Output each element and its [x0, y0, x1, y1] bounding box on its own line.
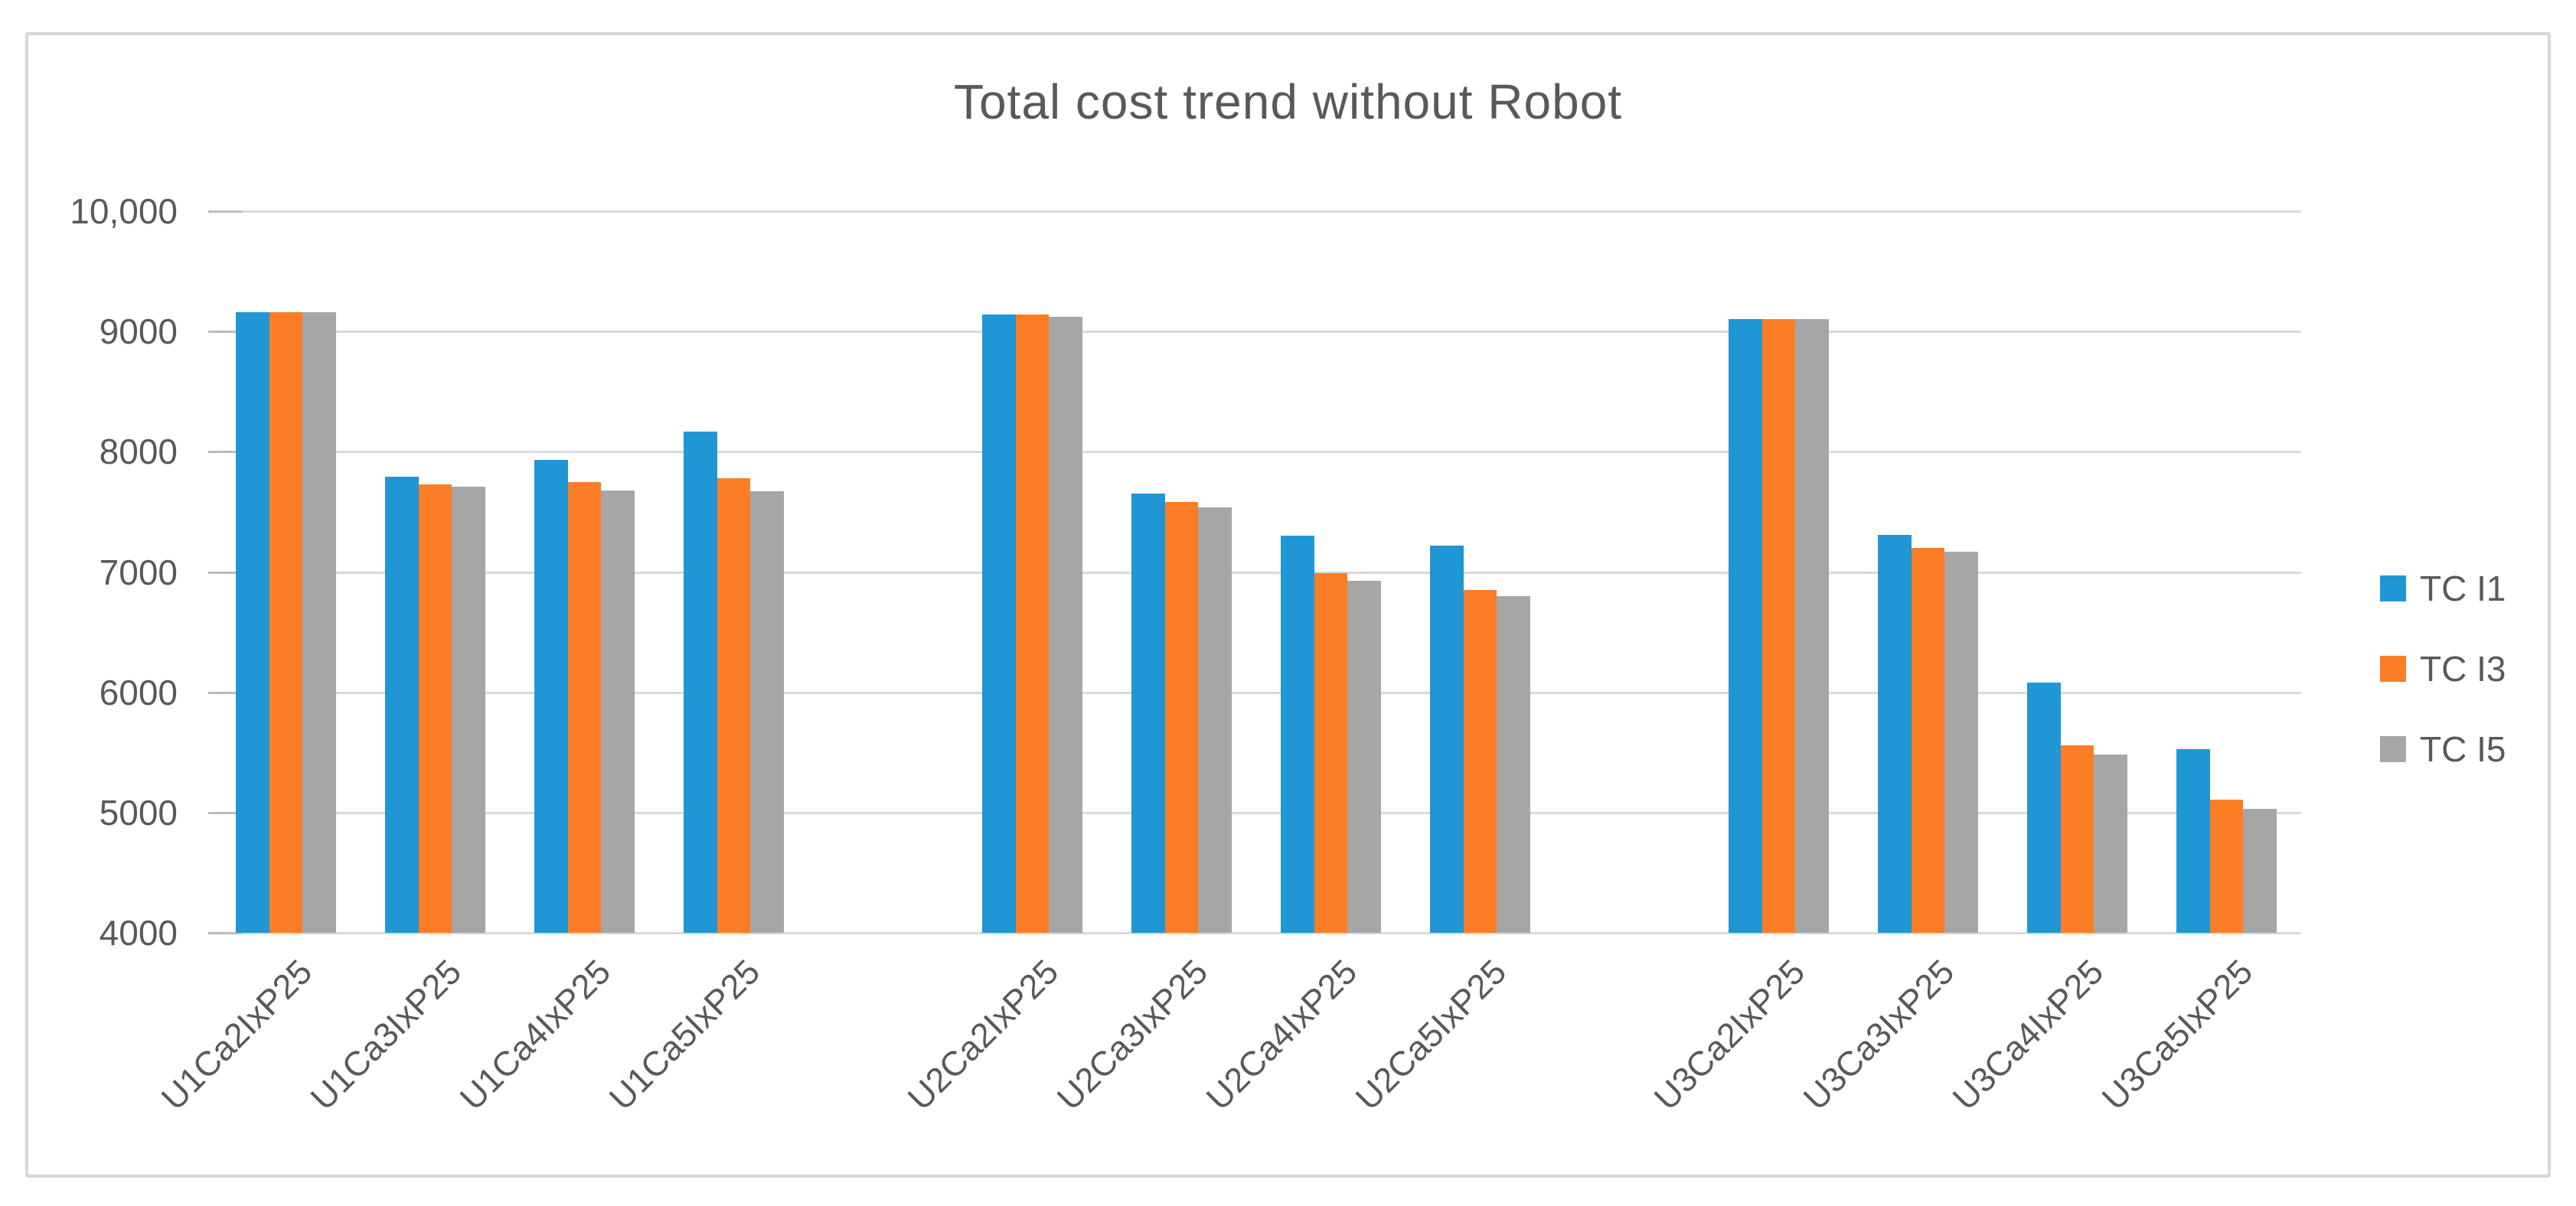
x-axis-label-U1Ca2IxP25: U1Ca2IxP25 — [154, 952, 320, 1118]
legend-swatch-tc-i3-icon — [2380, 656, 2406, 682]
bar-tc-i5-U1Ca4IxP25 — [601, 490, 635, 933]
y-axis-tick-7000 — [208, 571, 242, 574]
bar-tc-i1-U2Ca2IxP25 — [982, 315, 1016, 933]
bar-tc-i1-U2Ca3IxP25 — [1131, 494, 1165, 933]
x-axis-label-U3Ca2IxP25: U3Ca2IxP25 — [1647, 952, 1813, 1118]
legend-label-tc-i5: TC I5 — [2420, 729, 2506, 769]
bar-tc-i5-U3Ca2IxP25 — [1795, 319, 1829, 933]
legend-item-tc-i3: TC I3 — [2380, 649, 2506, 689]
y-axis-tick-5000 — [208, 811, 242, 814]
bar-tc-i1-U3Ca5IxP25 — [2176, 748, 2210, 933]
bar-tc-i5-U1Ca3IxP25 — [452, 486, 485, 933]
bar-tc-i3-U2Ca2IxP25 — [1015, 315, 1050, 933]
bar-tc-i1-U3Ca2IxP25 — [1729, 319, 1762, 933]
bar-tc-i5-U3Ca4IxP25 — [2094, 755, 2127, 933]
gridline-4000 — [211, 932, 2301, 934]
y-axis-tick-4000 — [208, 932, 242, 934]
y-axis-label-10000: 10,000 — [70, 191, 178, 231]
legend-label-tc-i3: TC I3 — [2420, 649, 2506, 689]
bar-tc-i3-U1Ca3IxP25 — [418, 484, 452, 933]
bar-tc-i1-U1Ca2IxP25 — [236, 312, 269, 933]
y-axis-label-4000: 4000 — [99, 913, 178, 953]
bar-tc-i3-U2Ca5IxP25 — [1463, 590, 1497, 933]
y-axis-label-8000: 8000 — [99, 432, 178, 472]
gridline-10000 — [211, 210, 2301, 213]
gridline-7000 — [211, 571, 2301, 574]
x-axis-label-U2Ca2IxP25: U2Ca2IxP25 — [900, 952, 1066, 1118]
legend-item-tc-i1: TC I1 — [2380, 569, 2506, 608]
x-axis-label-U3Ca3IxP25: U3Ca3IxP25 — [1796, 952, 1962, 1118]
x-axis-label-U3Ca5IxP25: U3Ca5IxP25 — [2094, 952, 2261, 1118]
x-axis-label-U1Ca4IxP25: U1Ca4IxP25 — [452, 952, 619, 1118]
bar-tc-i3-U2Ca4IxP25 — [1314, 573, 1348, 933]
bar-tc-i1-U1Ca3IxP25 — [385, 477, 419, 933]
gridline-5000 — [211, 811, 2301, 814]
y-axis-tick-6000 — [208, 691, 242, 694]
chart-title: Total cost trend without Robot — [953, 74, 1623, 129]
bar-tc-i5-U2Ca3IxP25 — [1198, 507, 1232, 933]
legend-item-tc-i5: TC I5 — [2380, 729, 2506, 769]
x-axis-label-U3Ca4IxP25: U3Ca4IxP25 — [1945, 952, 2111, 1118]
bar-tc-i5-U3Ca3IxP25 — [1944, 551, 1978, 933]
bar-tc-i1-U1Ca4IxP25 — [534, 460, 568, 933]
gridline-8000 — [211, 451, 2301, 454]
y-axis-label-9000: 9000 — [99, 311, 178, 352]
bar-tc-i5-U2Ca5IxP25 — [1497, 595, 1530, 933]
bar-tc-i3-U3Ca4IxP25 — [2060, 745, 2094, 933]
bar-tc-i5-U1Ca5IxP25 — [750, 491, 784, 933]
y-axis-tick-9000 — [208, 331, 242, 334]
bar-tc-i1-U2Ca4IxP25 — [1281, 536, 1314, 933]
bar-tc-i5-U2Ca2IxP25 — [1049, 317, 1082, 933]
y-axis-label-5000: 5000 — [99, 792, 178, 833]
bar-tc-i3-U1Ca2IxP25 — [269, 312, 303, 933]
legend-label-tc-i1: TC I1 — [2420, 569, 2506, 608]
bar-tc-i1-U3Ca3IxP25 — [1878, 534, 1912, 933]
bar-tc-i1-U1Ca5IxP25 — [684, 431, 717, 933]
y-axis-label-6000: 6000 — [99, 672, 178, 712]
gridline-6000 — [211, 691, 2301, 694]
legend-swatch-tc-i5-icon — [2380, 736, 2406, 762]
x-axis-label-U2Ca4IxP25: U2Ca4IxP25 — [1199, 952, 1365, 1118]
bar-tc-i3-U3Ca3IxP25 — [1911, 548, 1945, 933]
bar-tc-i3-U3Ca2IxP25 — [1761, 319, 1796, 933]
bar-tc-i5-U1Ca2IxP25 — [302, 312, 336, 933]
y-axis-label-7000: 7000 — [99, 552, 178, 592]
bar-tc-i1-U3Ca4IxP25 — [2027, 683, 2061, 933]
x-axis-label-U2Ca3IxP25: U2Ca3IxP25 — [1050, 952, 1216, 1118]
x-axis-label-U2Ca5IxP25: U2Ca5IxP25 — [1348, 952, 1514, 1118]
bar-tc-i3-U1Ca4IxP25 — [567, 481, 602, 933]
legend-swatch-tc-i1-icon — [2380, 575, 2406, 601]
bar-tc-i3-U2Ca3IxP25 — [1164, 502, 1199, 933]
bar-tc-i3-U1Ca5IxP25 — [717, 478, 751, 933]
bar-tc-i5-U3Ca5IxP25 — [2243, 809, 2277, 933]
bar-tc-i3-U3Ca5IxP25 — [2209, 799, 2244, 933]
gridline-9000 — [211, 331, 2301, 334]
y-axis-tick-10000 — [208, 210, 242, 213]
x-axis-label-U1Ca5IxP25: U1Ca5IxP25 — [602, 952, 768, 1118]
bar-tc-i1-U2Ca5IxP25 — [1430, 545, 1464, 933]
x-axis-label-U1Ca3IxP25: U1Ca3IxP25 — [303, 952, 469, 1118]
y-axis-tick-8000 — [208, 451, 242, 454]
bar-tc-i5-U2Ca4IxP25 — [1347, 580, 1381, 933]
chart-canvas: Total cost trend without Robot TC I1 TC … — [25, 32, 2551, 1178]
